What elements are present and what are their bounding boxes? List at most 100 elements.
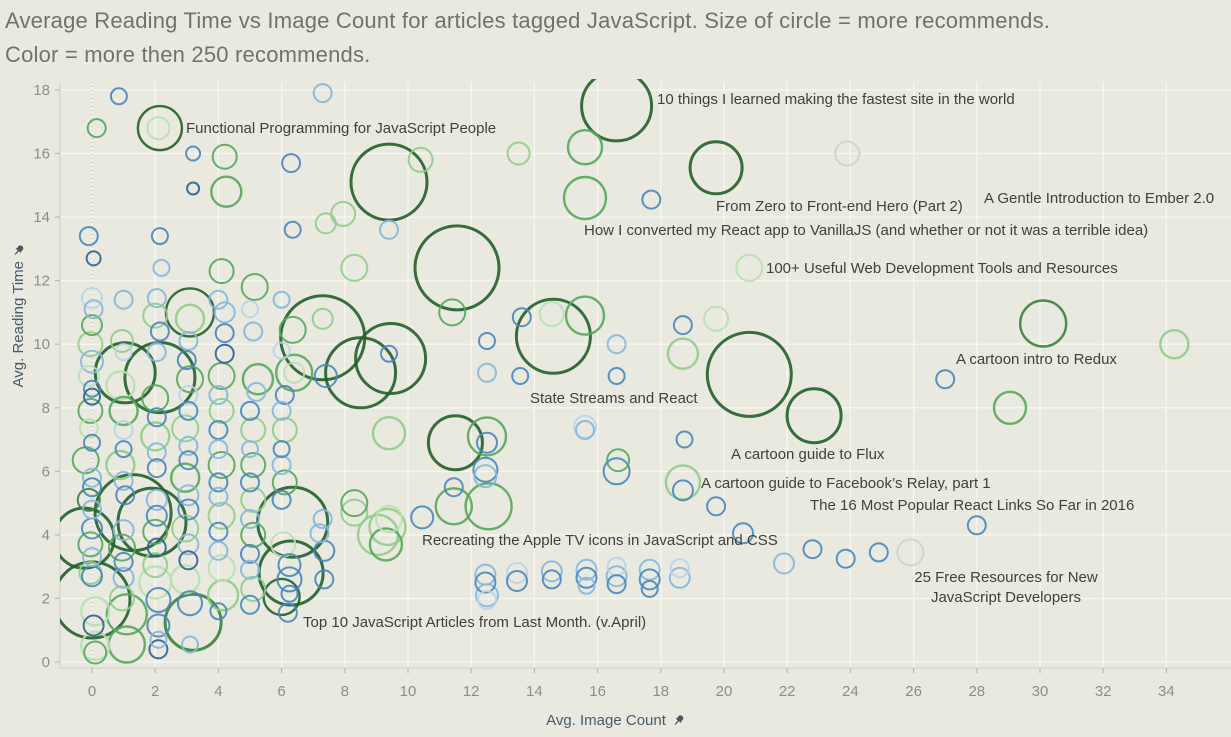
x-axis-title[interactable]: Avg. Image Count	[0, 712, 1231, 729]
bubble-mark[interactable]	[732, 522, 754, 545]
bubble-mark[interactable]	[86, 118, 107, 139]
bubble-mark[interactable]	[208, 420, 229, 440]
bubble-mark[interactable]	[380, 344, 398, 363]
y-tick-label[interactable]: 6	[42, 463, 50, 480]
bubble-mark[interactable]	[474, 563, 497, 586]
bubble-mark[interactable]	[992, 390, 1028, 425]
bubble-mark[interactable]	[81, 314, 103, 337]
bubble-mark[interactable]	[178, 385, 199, 405]
x-tick-label[interactable]: 22	[779, 683, 796, 700]
bubble-mark[interactable]	[82, 467, 102, 488]
bubble-mark[interactable]	[177, 590, 203, 617]
bubble-mark[interactable]	[109, 87, 128, 106]
x-tick-label[interactable]: 8	[341, 683, 349, 700]
bubble-mark[interactable]	[79, 596, 111, 627]
bubble-mark[interactable]	[148, 639, 169, 660]
bubble-mark[interactable]	[240, 400, 260, 421]
bubble-mark[interactable]	[178, 450, 199, 471]
x-tick-label[interactable]: 24	[842, 683, 859, 700]
bubble-mark[interactable]	[477, 362, 497, 383]
bubble-mark[interactable]	[349, 142, 429, 222]
bubble-mark[interactable]	[82, 614, 105, 637]
bubble-mark[interactable]	[272, 341, 291, 360]
bubble-mark[interactable]	[113, 420, 134, 440]
bubble-mark[interactable]	[136, 104, 184, 152]
bubble-mark[interactable]	[240, 575, 267, 602]
bubble-mark[interactable]	[171, 414, 200, 443]
bubble-mark[interactable]	[146, 458, 167, 479]
bubble-mark[interactable]	[208, 521, 229, 542]
bubble-mark[interactable]	[105, 593, 149, 636]
y-tick-label[interactable]: 0	[42, 654, 50, 671]
bubble-mark[interactable]	[208, 439, 229, 460]
bubble-mark[interactable]	[105, 449, 136, 481]
bubble-mark[interactable]	[271, 417, 298, 443]
x-tick-label[interactable]: 0	[88, 683, 96, 700]
bubble-mark[interactable]	[80, 349, 104, 374]
bubble-mark[interactable]	[575, 558, 598, 581]
bubble-mark[interactable]	[83, 433, 101, 452]
bubble-mark[interactable]	[666, 337, 700, 370]
bubble-mark[interactable]	[283, 361, 306, 384]
bubble-mark[interactable]	[309, 523, 330, 544]
bubble-mark[interactable]	[426, 414, 484, 472]
bubble-mark[interactable]	[107, 625, 147, 664]
bubble-mark[interactable]	[76, 487, 101, 512]
bubble-mark[interactable]	[506, 562, 528, 584]
bubble-mark[interactable]	[139, 421, 171, 452]
bubble-mark[interactable]	[150, 227, 169, 246]
bubble-mark[interactable]	[407, 146, 434, 173]
bubble-mark[interactable]	[164, 287, 216, 338]
bubble-mark[interactable]	[241, 300, 259, 319]
bubble-mark[interactable]	[443, 477, 464, 498]
bubble-mark[interactable]	[312, 509, 333, 529]
bubble-mark[interactable]	[464, 482, 513, 531]
bubble-mark[interactable]	[641, 189, 662, 210]
bubble-mark[interactable]	[277, 553, 302, 578]
bubble-mark[interactable]	[580, 71, 654, 143]
bubble-mark[interactable]	[280, 584, 299, 603]
bubble-mark[interactable]	[283, 220, 302, 239]
bubble-mark[interactable]	[276, 566, 303, 593]
bubble-mark[interactable]	[607, 367, 626, 385]
x-tick-label[interactable]: 10	[400, 683, 417, 700]
bubble-mark[interactable]	[174, 303, 206, 334]
bubble-mark[interactable]	[208, 540, 229, 561]
x-tick-label[interactable]: 14	[526, 683, 543, 700]
bubble-mark[interactable]	[208, 472, 229, 493]
bubble-mark[interactable]	[477, 590, 497, 610]
bubble-mark[interactable]	[108, 395, 139, 427]
bubble-mark[interactable]	[181, 635, 199, 654]
bubble-mark[interactable]	[664, 464, 702, 501]
bubble-mark[interactable]	[240, 594, 260, 615]
bubble-mark[interactable]	[672, 315, 693, 336]
bubble-mark[interactable]	[438, 298, 467, 327]
bubble-mark[interactable]	[145, 504, 168, 527]
bubble-mark[interactable]	[868, 542, 889, 563]
bubble-mark[interactable]	[313, 539, 336, 562]
bubble-mark[interactable]	[511, 307, 532, 328]
bubble-mark[interactable]	[142, 518, 169, 545]
x-tick-label[interactable]: 32	[1095, 683, 1112, 700]
bubble-mark[interactable]	[262, 577, 301, 617]
bubble-mark[interactable]	[146, 116, 171, 141]
bubble-mark[interactable]	[213, 301, 236, 324]
bubble-mark[interactable]	[271, 455, 292, 475]
bubble-mark[interactable]	[413, 224, 501, 312]
x-tick-label[interactable]: 16	[589, 683, 606, 700]
bubble-mark[interactable]	[606, 574, 627, 595]
bubble-mark[interactable]	[207, 554, 236, 583]
bubble-mark[interactable]	[478, 332, 496, 350]
bubble-mark[interactable]	[113, 470, 134, 491]
bubble-mark[interactable]	[149, 321, 170, 342]
bubble-mark[interactable]	[274, 385, 295, 405]
bubble-mark[interactable]	[77, 531, 104, 558]
bubble-mark[interactable]	[371, 416, 407, 451]
bubble-mark[interactable]	[207, 362, 236, 390]
bubble-mark[interactable]	[83, 387, 101, 406]
bubble-mark[interactable]	[434, 487, 473, 526]
bubble-mark[interactable]	[271, 489, 292, 510]
bubble-mark[interactable]	[410, 505, 435, 530]
bubble-mark[interactable]	[85, 250, 102, 267]
bubble-mark[interactable]	[688, 140, 744, 196]
